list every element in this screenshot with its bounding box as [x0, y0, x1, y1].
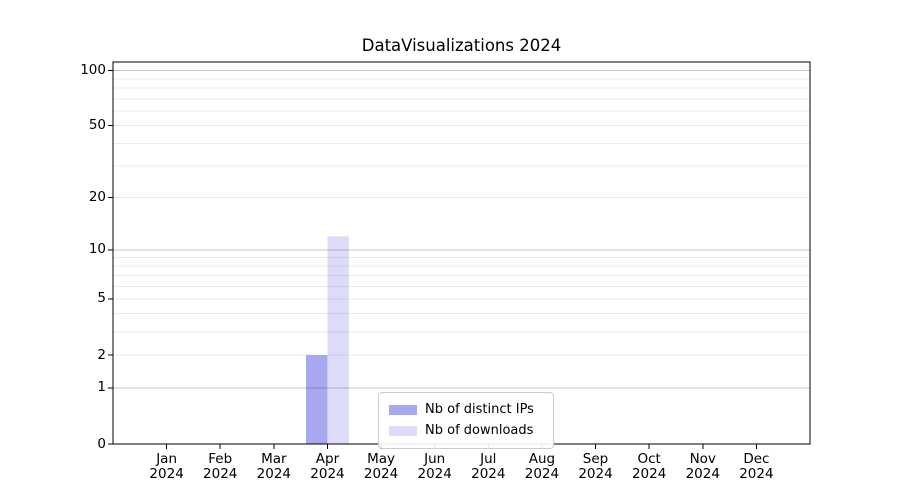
y-tick-label: 0 [97, 435, 106, 452]
x-tick-label: Apr 2024 [310, 451, 345, 482]
y-tick-label: 5 [97, 290, 106, 307]
legend-item-downloads: Nb of downloads [389, 420, 543, 441]
bar-apr-series1 [327, 236, 349, 444]
x-tick-label: Feb 2024 [203, 451, 238, 482]
y-tick-label: 50 [88, 117, 106, 134]
legend-label-downloads: Nb of downloads [425, 423, 534, 438]
x-tick-label: Nov 2024 [685, 451, 720, 482]
chart-title: DataVisualizations 2024 [361, 36, 562, 55]
y-tick-label: 100 [80, 61, 106, 78]
x-tick-label: May 2024 [363, 451, 399, 482]
x-tick-label: Aug 2024 [524, 451, 560, 482]
legend: Nb of distinct IPs Nb of downloads [378, 392, 554, 449]
x-tick-label: Jan 2024 [149, 451, 184, 482]
bar-apr-series0 [306, 355, 328, 444]
x-tick-label: Oct 2024 [631, 451, 667, 482]
legend-label-distinct-ips: Nb of distinct IPs [425, 402, 534, 417]
x-tick-label: Sep 2024 [578, 451, 613, 482]
x-tick-label: Jul 2024 [471, 451, 506, 482]
plot-border [112, 61, 811, 445]
x-tick-label: Mar 2024 [256, 451, 292, 482]
y-tick-label: 20 [88, 189, 106, 206]
y-tick-label: 10 [88, 241, 106, 258]
legend-item-distinct-ips: Nb of distinct IPs [389, 399, 543, 420]
legend-swatch-distinct-ips [389, 404, 417, 415]
y-tick-label: 2 [97, 346, 106, 363]
y-tick-label: 1 [97, 379, 106, 396]
legend-swatch-downloads [389, 425, 417, 436]
x-tick-label: Dec 2024 [739, 451, 774, 482]
x-tick-label: Jun 2024 [417, 451, 452, 482]
